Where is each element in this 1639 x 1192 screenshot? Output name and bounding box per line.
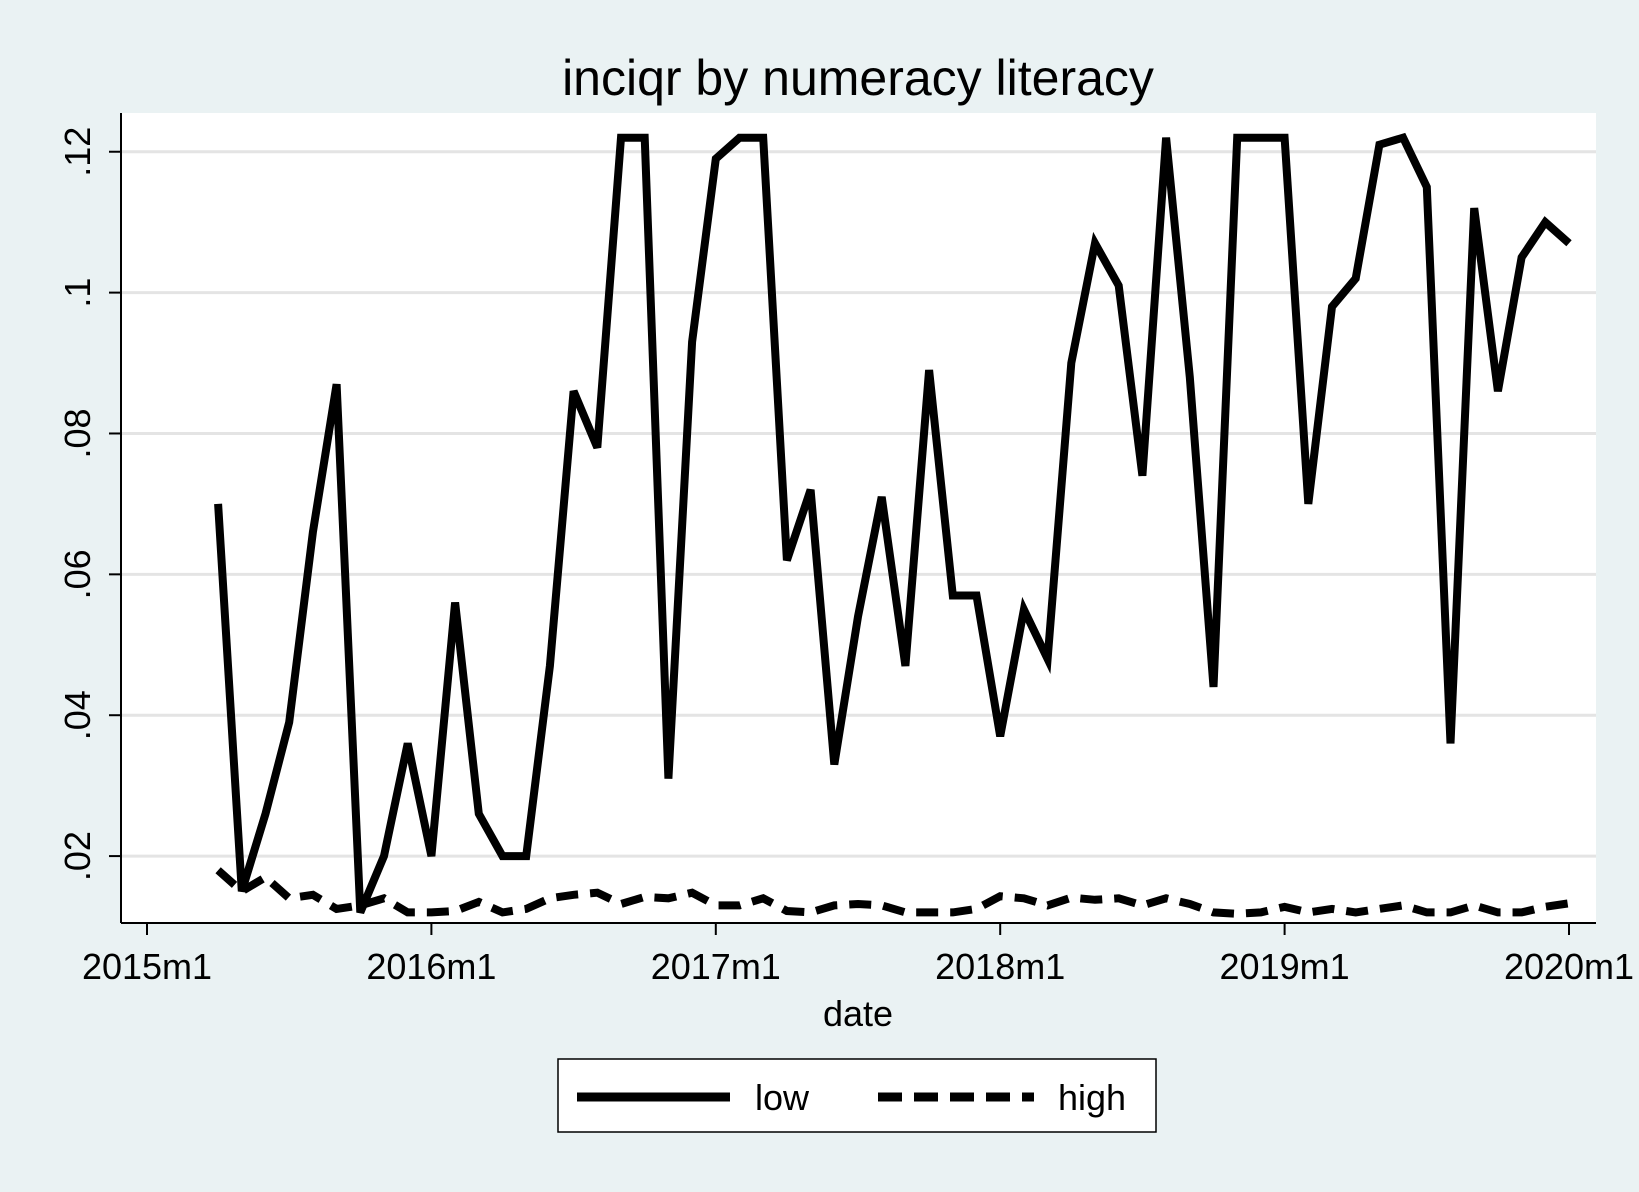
x-tick-label: 2017m1	[651, 946, 781, 987]
x-axis-ticks: 2015m1 2016m1 2017m1 2018m1 2019m1 2020m1	[82, 923, 1634, 987]
x-tick-label: 2015m1	[82, 946, 212, 987]
series-layer	[214, 132, 1572, 918]
x-tick-label: 2018m1	[935, 946, 1065, 987]
y-tick-label: .12	[57, 127, 98, 177]
legend: low high	[557, 1058, 1157, 1133]
x-tick-label: 2019m1	[1220, 946, 1350, 987]
gridlines	[121, 150, 1596, 858]
x-tick-label: 2016m1	[366, 946, 496, 987]
y-tick-label: .06	[57, 549, 98, 599]
series-line-high	[215, 867, 1570, 918]
y-tick-label: .1	[57, 278, 98, 308]
legend-label-low: low	[755, 1077, 810, 1118]
x-tick-label: 2020m1	[1504, 946, 1634, 987]
y-tick-label: .08	[57, 408, 98, 458]
legend-label-high: high	[1058, 1077, 1126, 1118]
plot-area	[121, 113, 1596, 923]
y-axis-ticks: .02 .04 .06 .08 .1 .12	[57, 127, 121, 881]
y-tick-label: .04	[57, 690, 98, 740]
series-line-low	[214, 132, 1572, 914]
chart-title: inciqr by numeracy literacy	[562, 50, 1154, 106]
y-tick-label: .02	[57, 831, 98, 881]
x-axis-label: date	[823, 993, 893, 1034]
